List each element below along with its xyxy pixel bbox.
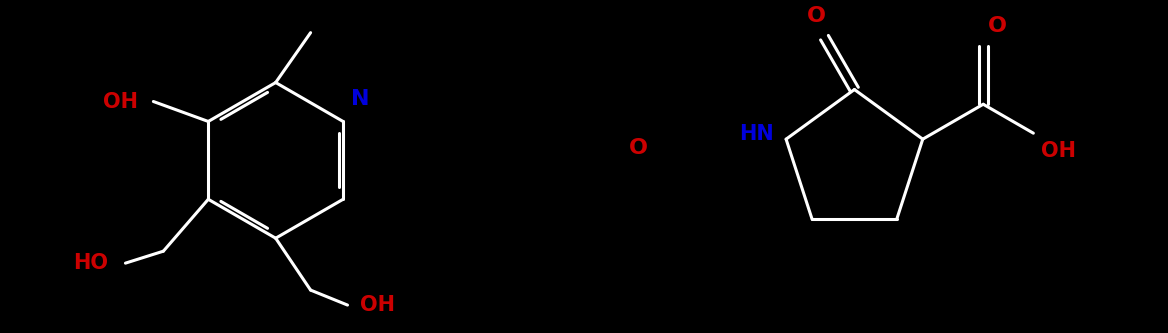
Text: O: O xyxy=(807,6,826,26)
Text: O: O xyxy=(988,16,1007,36)
Text: HN: HN xyxy=(739,124,774,144)
Text: HO: HO xyxy=(74,253,109,273)
Text: OH: OH xyxy=(104,92,139,112)
Text: OH: OH xyxy=(1042,141,1077,161)
Text: N: N xyxy=(352,90,369,110)
Text: O: O xyxy=(628,139,647,159)
Text: OH: OH xyxy=(361,295,396,315)
